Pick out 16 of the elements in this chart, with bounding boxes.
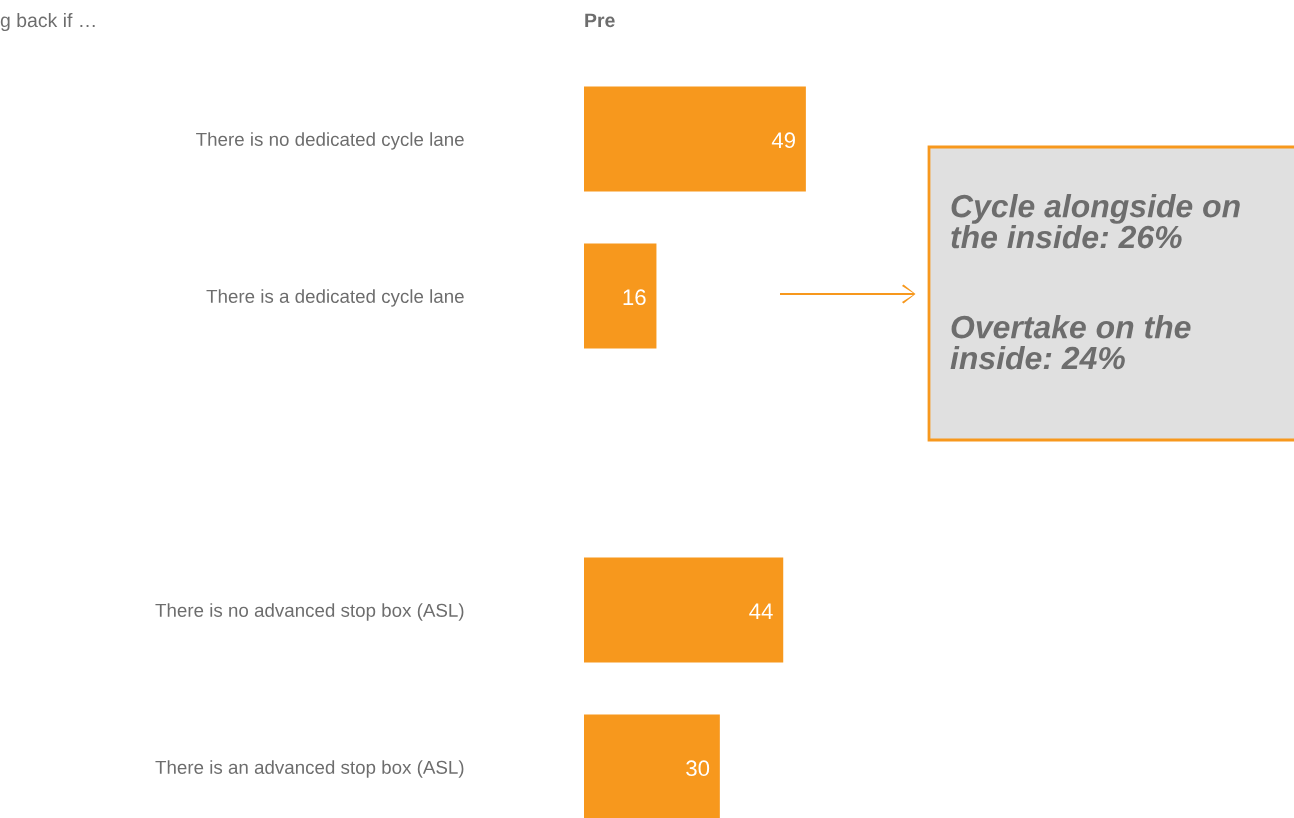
bar xyxy=(584,86,806,192)
data-label: 16 xyxy=(623,289,646,306)
text: Cycle alongside on the inside: 26% xyxy=(951,194,1240,249)
data-label: 30 xyxy=(686,760,710,777)
y-tick-label: There is an advanced stop box (ASL) xyxy=(155,760,464,778)
bar xyxy=(584,714,720,818)
text: g back if … xyxy=(0,12,95,32)
text: Overtake on the inside: 24% xyxy=(950,315,1191,370)
bar xyxy=(584,243,657,349)
y-tick-label: There is no dedicated cycle lane xyxy=(196,132,464,150)
chart-title: Pre xyxy=(585,13,615,28)
bar xyxy=(584,557,784,663)
y-tick-label: There is a dedicated cycle lane xyxy=(206,289,464,307)
y-tick-label: There is no advanced stop box (ASL) xyxy=(155,603,464,621)
data-label: 49 xyxy=(771,132,795,149)
data-label: 44 xyxy=(749,603,773,619)
